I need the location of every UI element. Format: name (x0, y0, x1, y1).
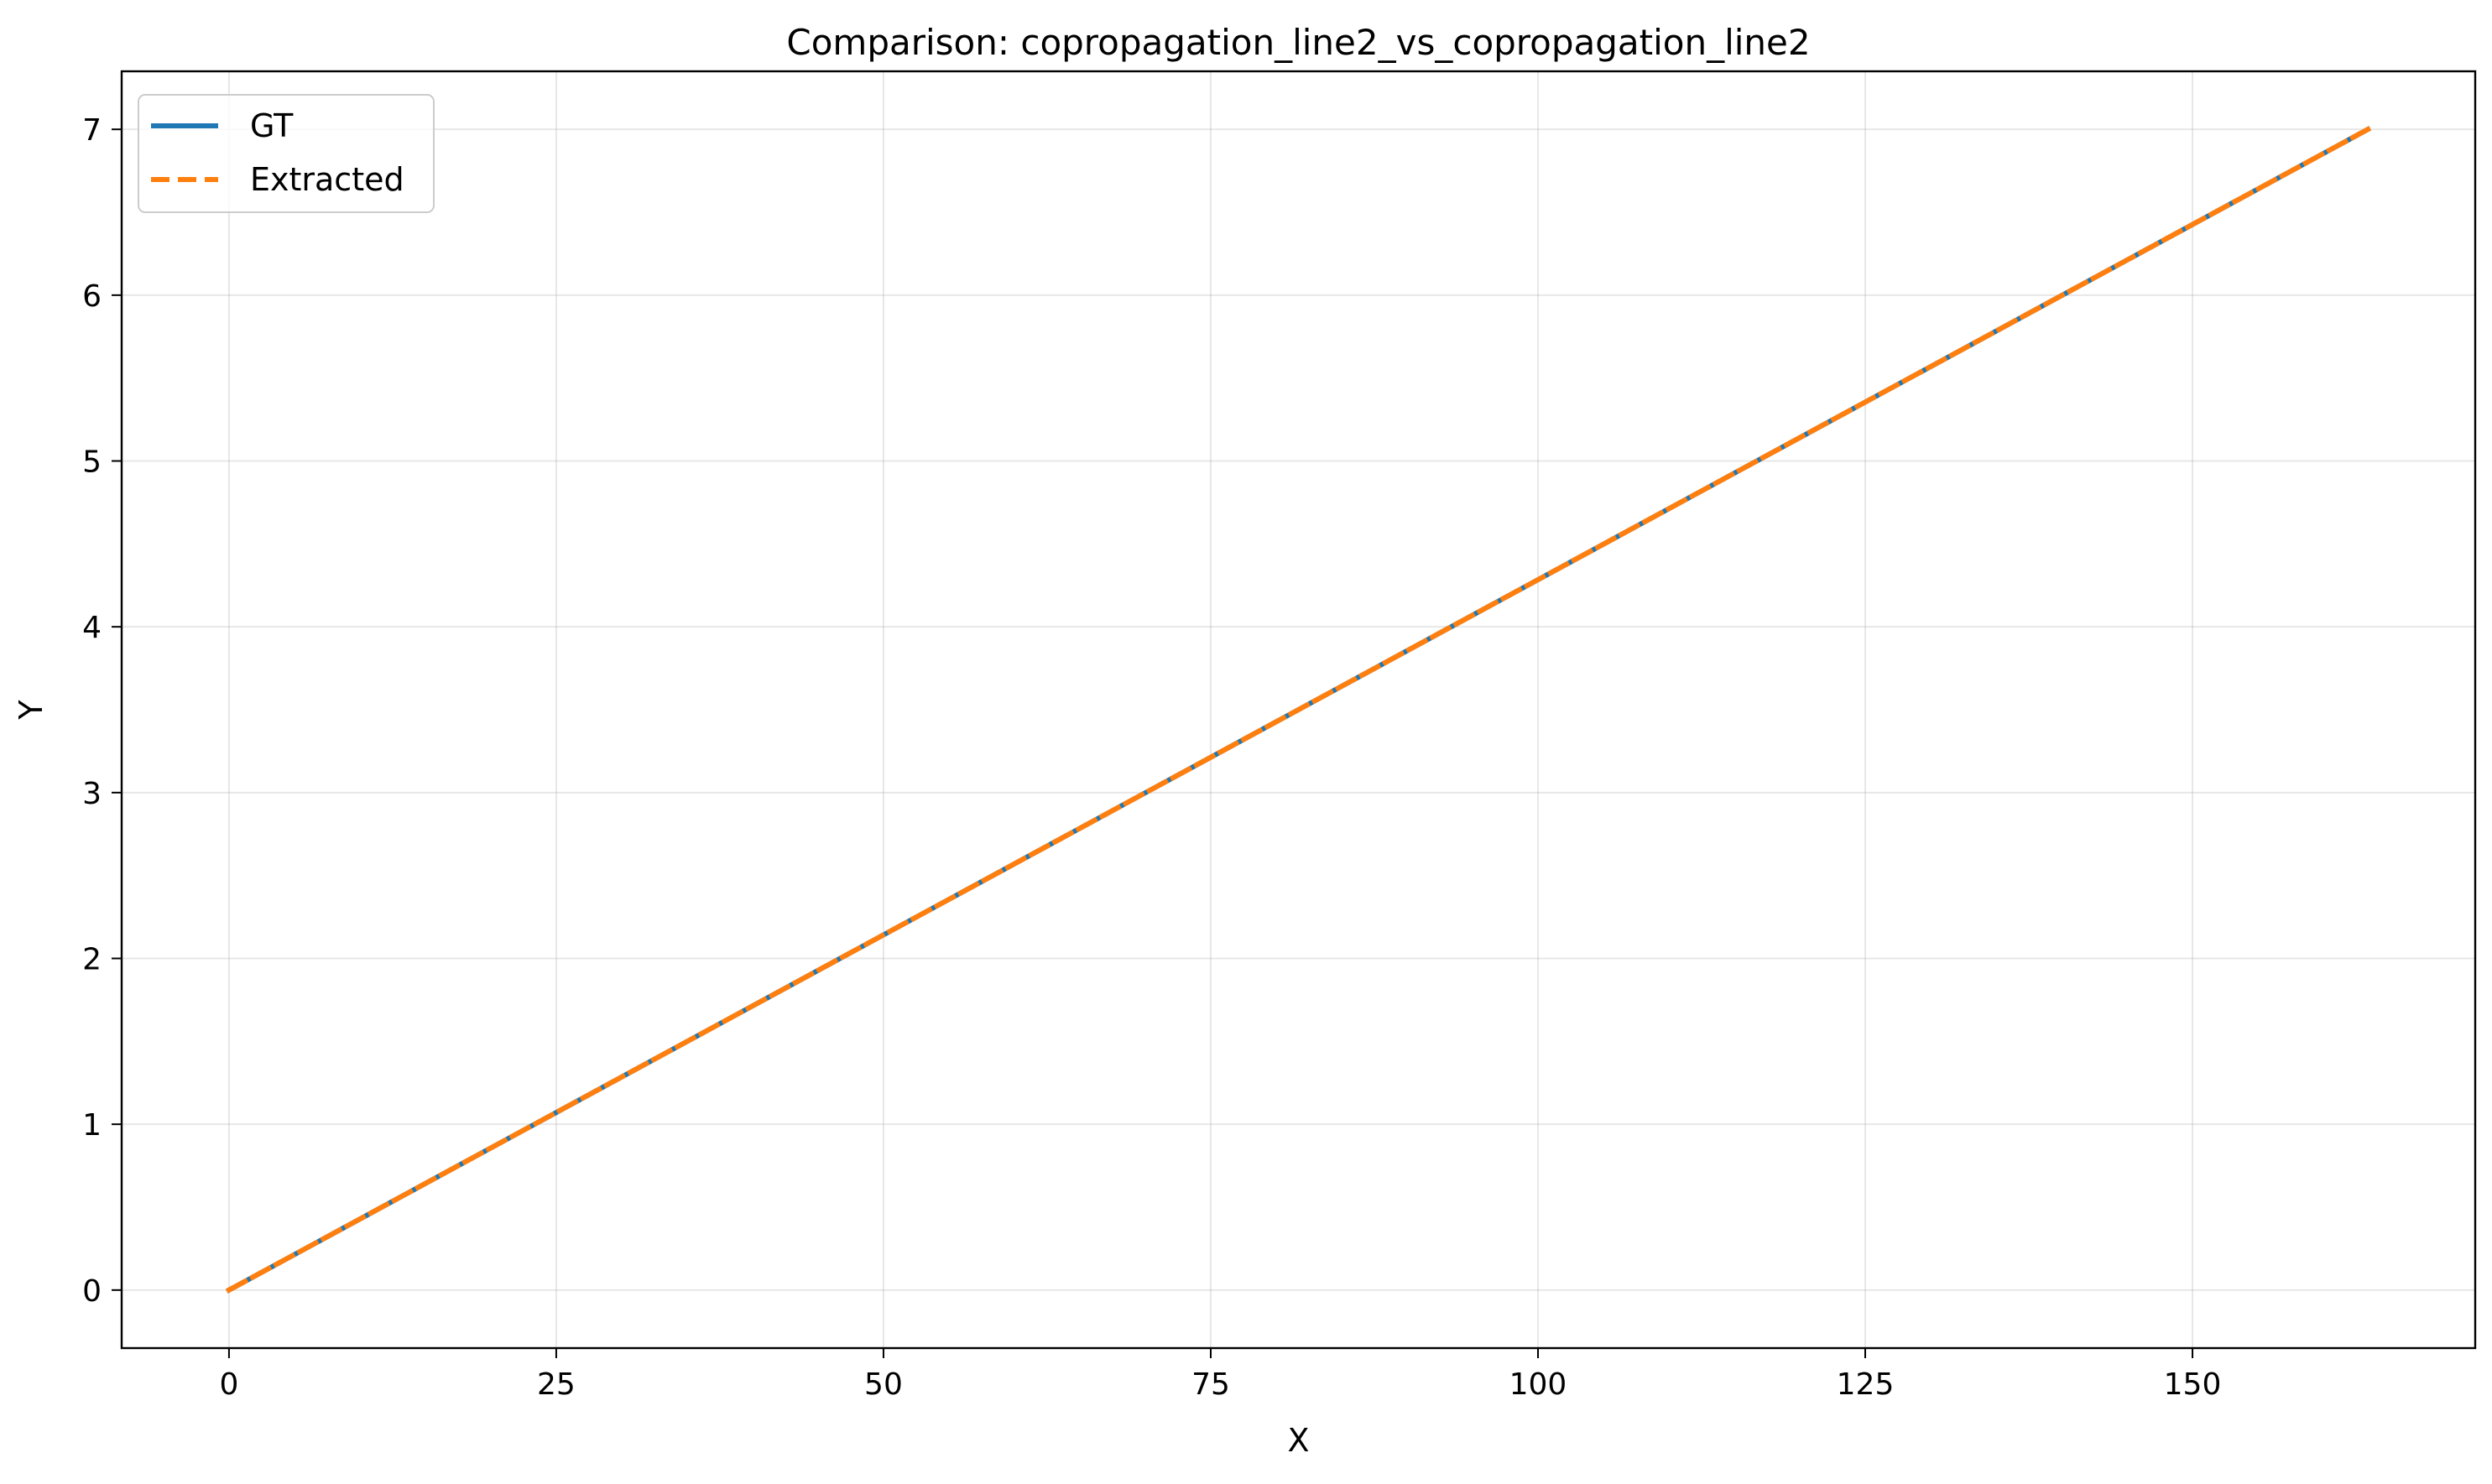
y-tick-label: 0 (82, 1274, 102, 1309)
series-lines (225, 126, 2372, 1294)
series-line-extracted (225, 126, 2372, 1294)
legend-label-gt: GT (250, 107, 294, 144)
chart-title: Comparison: copropagation_line2_vs_copro… (786, 22, 1810, 63)
legend: GT Extracted (138, 94, 435, 213)
x-tick-label: 0 (219, 1367, 238, 1402)
y-tick-label: 2 (82, 942, 102, 976)
y-tick-label: 4 (82, 611, 102, 645)
y-tick-label: 6 (82, 279, 102, 314)
plot-frame (120, 70, 2477, 1350)
x-tick-label: 150 (2164, 1367, 2222, 1402)
x-tick-label: 125 (1837, 1367, 1895, 1402)
y-axis-label: Y (13, 700, 50, 721)
x-tick-label: 100 (1509, 1367, 1567, 1402)
x-tick-label: 25 (537, 1367, 576, 1402)
y-tick-label: 7 (82, 113, 102, 148)
y-tick-label: 5 (82, 445, 102, 480)
legend-label-extracted: Extracted (250, 161, 404, 198)
axis-ticks: 0 25 50 75 100 125 150 0 1 2 3 4 5 6 7 (82, 113, 2221, 1402)
y-tick-label: 1 (82, 1108, 102, 1143)
grid (122, 71, 2475, 1348)
x-tick-label: 50 (864, 1367, 903, 1402)
y-tick-label: 3 (82, 777, 102, 811)
x-tick-label: 75 (1191, 1367, 1230, 1402)
x-axis-label: X (1287, 1422, 1309, 1459)
